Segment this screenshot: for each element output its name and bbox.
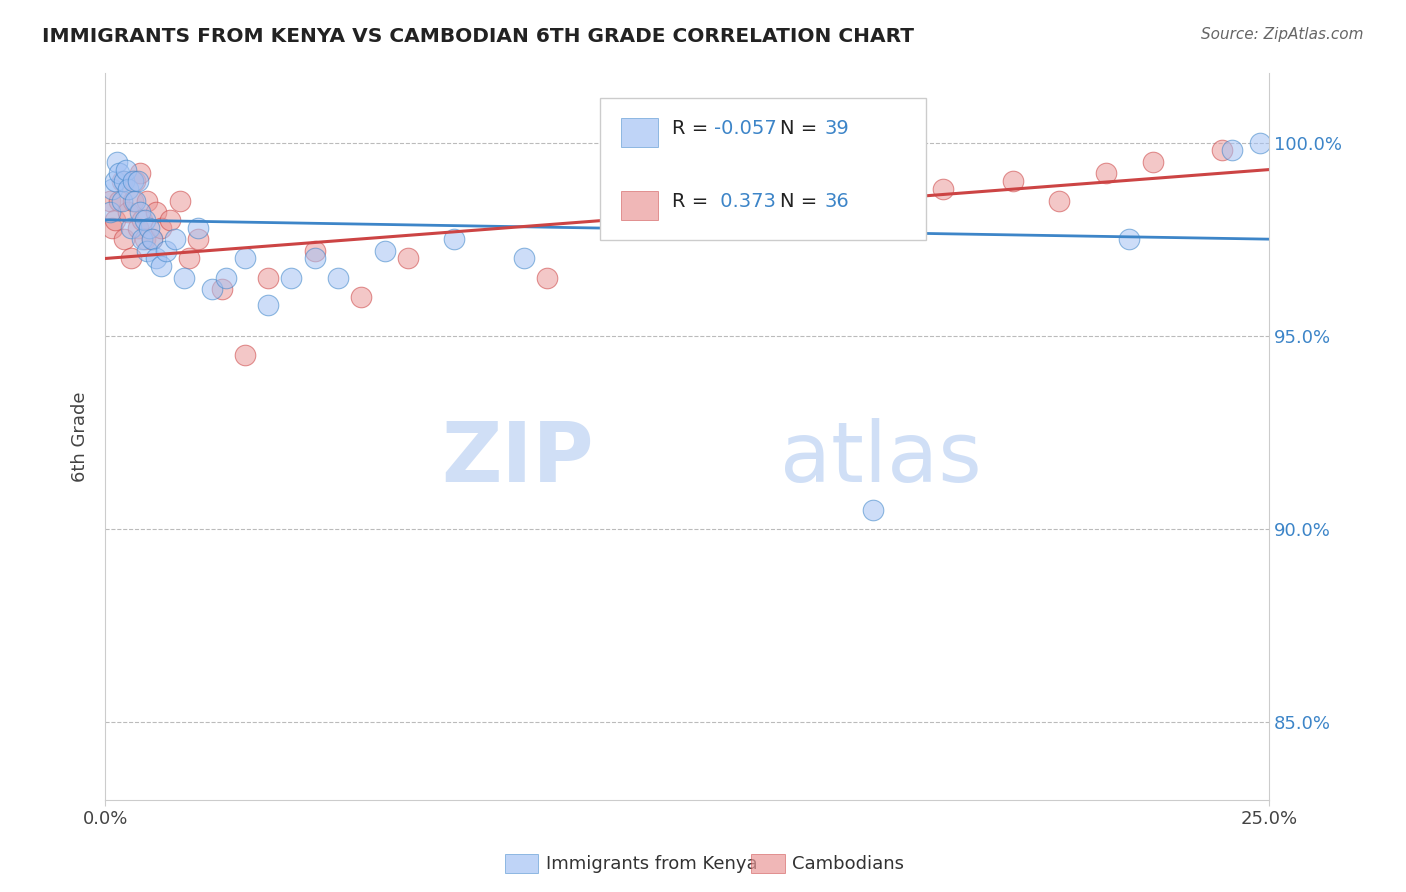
Text: -0.057: -0.057	[714, 120, 789, 138]
Point	[173, 270, 195, 285]
Point	[117, 182, 139, 196]
Point	[150, 220, 173, 235]
Point	[187, 232, 209, 246]
Text: 36: 36	[824, 192, 849, 211]
Text: Source: ZipAtlas.com: Source: ZipAtlas.com	[1201, 27, 1364, 42]
Point	[1001, 174, 1024, 188]
Point	[1142, 154, 1164, 169]
Point	[120, 252, 142, 266]
Text: 39: 39	[824, 120, 849, 138]
Point	[1095, 166, 1118, 180]
Point	[145, 205, 167, 219]
Point	[932, 182, 955, 196]
Point	[136, 194, 159, 208]
Point	[145, 252, 167, 266]
Text: R =: R =	[672, 120, 714, 138]
Point	[862, 502, 884, 516]
Text: N =: N =	[780, 192, 824, 211]
Point	[98, 194, 121, 208]
Text: R =: R =	[672, 192, 714, 211]
Point	[326, 270, 349, 285]
Point	[103, 212, 125, 227]
Point	[257, 298, 280, 312]
Text: 0.373: 0.373	[714, 192, 789, 211]
Point	[1249, 136, 1271, 150]
Point	[350, 290, 373, 304]
Point	[201, 282, 224, 296]
Point	[122, 194, 145, 208]
Point	[141, 232, 163, 246]
Text: atlas: atlas	[780, 417, 981, 499]
Point	[177, 252, 200, 266]
Point	[1118, 232, 1140, 246]
Point	[131, 212, 153, 227]
Point	[138, 220, 160, 235]
Point	[233, 252, 256, 266]
Point	[211, 282, 233, 296]
Point	[108, 166, 131, 180]
Point	[257, 270, 280, 285]
Point	[155, 244, 177, 258]
FancyBboxPatch shape	[600, 98, 925, 240]
Point	[280, 270, 302, 285]
Point	[134, 232, 156, 246]
Point	[127, 220, 149, 235]
Point	[101, 220, 124, 235]
FancyBboxPatch shape	[620, 191, 658, 219]
Point	[98, 205, 121, 219]
Point	[129, 166, 152, 180]
Point	[886, 154, 908, 169]
Point	[187, 220, 209, 235]
Point	[112, 232, 135, 246]
Point	[131, 232, 153, 246]
Point	[1220, 143, 1243, 157]
Point	[141, 232, 163, 246]
Point	[215, 270, 238, 285]
Point	[105, 154, 128, 169]
Text: ZIP: ZIP	[441, 417, 593, 499]
Point	[112, 174, 135, 188]
Text: Immigrants from Kenya: Immigrants from Kenya	[546, 855, 758, 873]
Point	[233, 348, 256, 362]
Text: IMMIGRANTS FROM KENYA VS CAMBODIAN 6TH GRADE CORRELATION CHART: IMMIGRANTS FROM KENYA VS CAMBODIAN 6TH G…	[42, 27, 914, 45]
Text: N =: N =	[780, 120, 824, 138]
Point	[115, 162, 138, 177]
Point	[110, 174, 132, 188]
Point	[163, 232, 186, 246]
Point	[159, 212, 181, 227]
Point	[127, 174, 149, 188]
Point	[103, 174, 125, 188]
Point	[304, 252, 326, 266]
Point	[536, 270, 558, 285]
Text: Cambodians: Cambodians	[792, 855, 904, 873]
Point	[443, 232, 465, 246]
Y-axis label: 6th Grade: 6th Grade	[72, 391, 89, 482]
Point	[136, 244, 159, 258]
Point	[120, 220, 142, 235]
Point	[304, 244, 326, 258]
Point	[129, 205, 152, 219]
Point	[124, 174, 146, 188]
Point	[117, 205, 139, 219]
Point	[513, 252, 536, 266]
Point	[101, 182, 124, 196]
Point	[373, 244, 395, 258]
Point	[124, 194, 146, 208]
Point	[122, 174, 145, 188]
Point	[150, 259, 173, 273]
Point	[108, 194, 131, 208]
FancyBboxPatch shape	[620, 118, 658, 147]
Point	[134, 212, 156, 227]
Point	[1049, 194, 1071, 208]
Point	[169, 194, 191, 208]
Point	[110, 194, 132, 208]
Point	[396, 252, 419, 266]
Point	[1211, 143, 1233, 157]
